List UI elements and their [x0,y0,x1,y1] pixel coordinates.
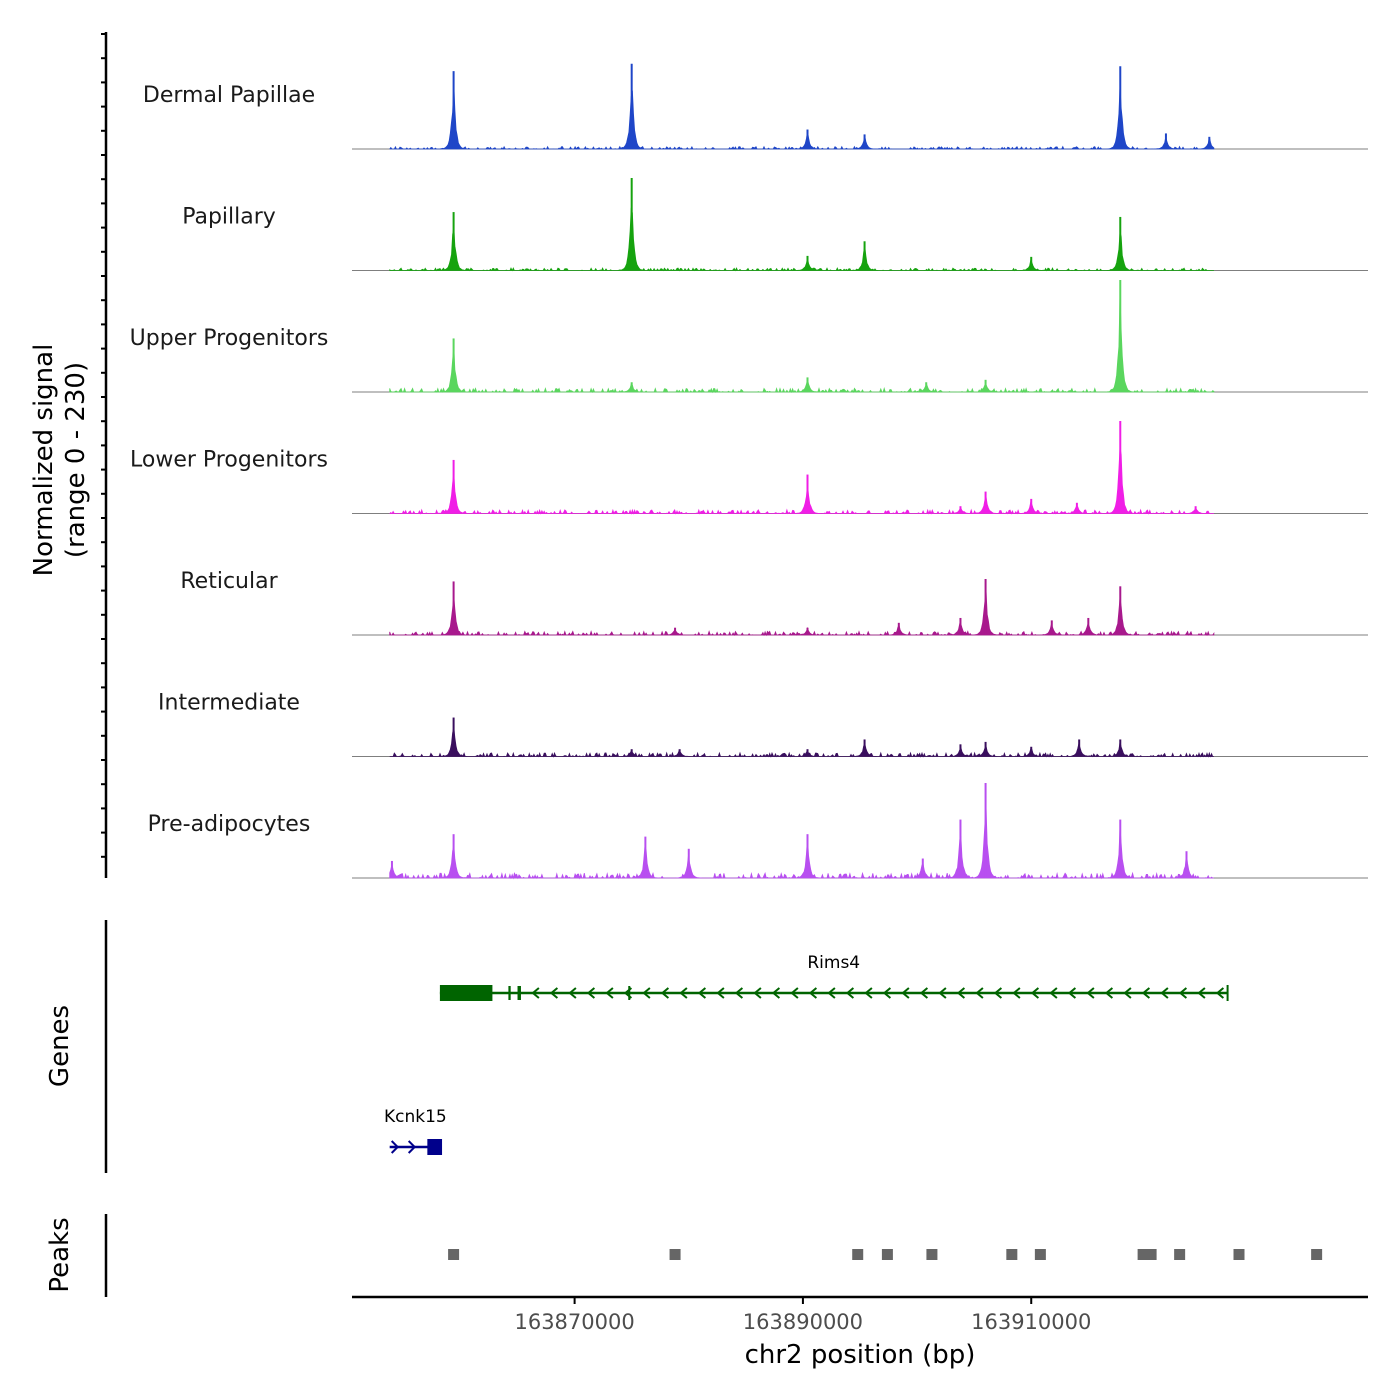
track-label: Upper Progenitors [130,326,329,351]
gene-strand-arrow [1086,987,1095,999]
gene-strand-arrow [808,987,818,999]
gene-strand-arrow [716,987,725,999]
gene-strand-arrow [938,987,947,999]
peak-region [1145,1249,1157,1260]
track-signal-area [389,591,1215,637]
track-signal-area [389,808,1214,880]
track-signal-area [389,447,1214,515]
gene-strand-arrow [568,987,577,999]
gene-strand-arrow [1178,987,1188,999]
gene-strand-arrow [882,987,892,999]
track-papillary: Papillary [182,177,1368,272]
track-lower-progenitors: Lower Progenitors [130,420,1368,515]
y-axis-label-line2: (range 0 - 230) [61,362,91,558]
track-pre-adipocytes: Pre-adipocytes [148,783,1368,880]
peak-region [881,1249,893,1260]
gene-strand-arrow [975,987,984,999]
peak-region [1174,1249,1186,1260]
gene-strand-arrow [1104,987,1114,999]
gene-strand-arrow [1030,987,1040,999]
gene-strand-arrow [1160,987,1169,999]
gene-strand-arrow [1215,987,1225,999]
gene-track: Rims4 Kcnk15 [104,920,1229,1173]
x-axis-tick-label: 163890000 [743,1310,863,1334]
track-signal-area [389,293,1215,394]
track-label: Reticular [180,569,278,594]
y-axis-label: Normalized signal (range 0 - 230) [29,344,91,577]
gene-rims4: Rims4 [439,953,1229,1001]
gene-strand-arrow [919,987,929,999]
gene-label: Kcnk15 [384,1107,447,1127]
gene-strand-arrow [771,987,781,999]
gene-strand-arrow [549,987,559,999]
gene-strand-arrow [1049,987,1058,999]
gene-strand-arrow [753,987,762,999]
peak-region [1034,1249,1046,1260]
peak-region [669,1249,681,1260]
track-intermediate: Intermediate [158,691,1368,758]
peak-region [1233,1249,1245,1260]
y-axis-label-line1: Normalized signal [29,344,59,577]
gene-strand-arrow [1067,987,1077,999]
gene-strand-arrow [697,987,707,999]
x-axis-label: chr2 position (bp) [745,1340,976,1370]
gene-strand-arrow [407,1140,417,1154]
gene-strand-arrow [660,987,670,999]
peak-region [448,1249,460,1260]
gene-strand-arrow [827,987,836,999]
genes-track-label: Genes [45,1005,75,1087]
gene-exon [517,986,521,1000]
track-signal-area [389,207,1214,272]
track-label: Pre-adipocytes [148,812,311,837]
gene-label: Rims4 [807,953,860,973]
track-signal-area [389,83,1215,150]
x-axis-tick-label: 163870000 [514,1310,634,1334]
peak-region [1006,1249,1018,1260]
gene-strand-arrow [1123,987,1132,999]
x-axis-tick-label: 163910000 [971,1310,1091,1334]
gene-exon [439,985,493,1001]
track-label: Intermediate [158,691,300,716]
track-upper-progenitors: Upper Progenitors [130,280,1368,394]
peak-region [926,1249,938,1260]
track-signal-area [389,726,1214,758]
gene-strand-arrow [642,987,651,999]
peak-region [852,1249,864,1260]
gene-strand-arrow [993,987,1003,999]
peak-region [1311,1249,1323,1260]
gene-exon [427,1139,442,1155]
gene-strand-arrow [1012,987,1021,999]
gene-strand-arrow [845,987,855,999]
track-label: Dermal Papillae [143,83,315,108]
gene-strand-arrow [790,987,799,999]
gene-exon [508,986,511,1000]
x-axis: 163870000 163890000 163910000 [352,1295,1368,1334]
gene-strand-arrow [1141,987,1151,999]
track-label: Lower Progenitors [130,448,328,473]
gene-strand-arrow [390,1140,400,1154]
peak-region [1137,1249,1149,1260]
peaks-track [104,1214,1323,1297]
gene-strand-arrow [956,987,966,999]
gene-strand-arrow [586,987,596,999]
gene-strand-arrow [864,987,873,999]
gene-strand-arrow [1197,987,1206,999]
gene-strand-arrow [734,987,744,999]
track-dermal-papillae: Dermal Papillae [143,63,1368,150]
gene-strand-arrow [605,987,614,999]
gene-kcnk15: Kcnk15 [384,1107,447,1155]
gene-strand-arrow [679,987,688,999]
gene-strand-arrow [901,987,910,999]
peaks-track-label: Peaks [45,1217,75,1292]
signal-tracks: Dermal Papillae Papillary Upper Progenitor… [101,32,1368,880]
track-label: Papillary [182,205,276,230]
gene-exon [628,986,631,1000]
track-reticular: Reticular [180,569,1368,637]
gene-strand-arrow [531,987,540,999]
